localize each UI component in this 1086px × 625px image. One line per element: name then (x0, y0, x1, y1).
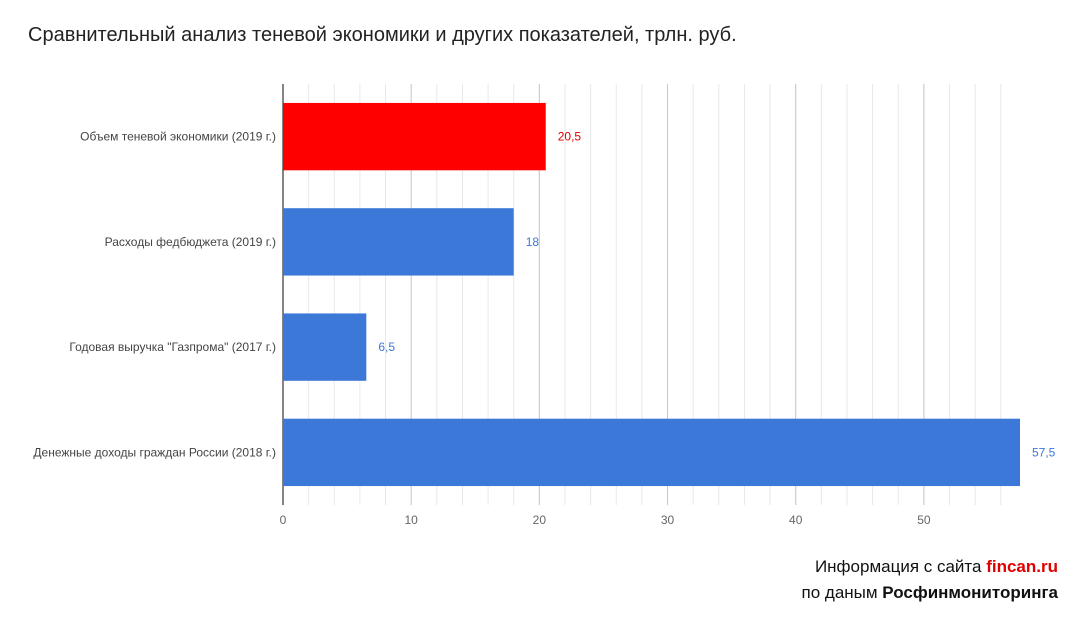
category-label: Годовая выручка "Газпрома" (2017 г.) (69, 340, 276, 354)
credit-line-1: Информация с сайта fincan.ru (815, 557, 1058, 577)
x-tick-label: 0 (280, 513, 287, 527)
value-label: 18 (526, 235, 540, 249)
x-tick-label: 40 (789, 513, 803, 527)
x-tick-label: 50 (917, 513, 931, 527)
bars (283, 102, 1020, 487)
credit-source-prefix: по даным (801, 583, 883, 602)
category-label: Объем теневой экономики (2019 г.) (80, 130, 276, 144)
category-label: Расходы федбюджета (2019 г.) (105, 235, 276, 249)
bar (283, 313, 367, 381)
credit-site: fincan.ru (986, 557, 1058, 576)
labels: 0 10 20 30 40 50 Объем теневой экономики (2019… (33, 130, 1055, 527)
x-tick-label: 10 (404, 513, 418, 527)
value-label: 20,5 (558, 130, 582, 144)
x-tick-label: 30 (661, 513, 675, 527)
chart-title: Сравнительный анализ теневой экономики и… (28, 24, 737, 46)
value-label: 6,5 (378, 340, 395, 354)
credit-line-2: по даным Росфинмониторинга (802, 583, 1058, 603)
credit-source: Росфинмониторинга (882, 583, 1058, 602)
x-tick-label: 20 (533, 513, 547, 527)
bar (283, 418, 1020, 487)
bar (283, 208, 514, 276)
category-label: Денежные доходы граждан России (2018 г.) (33, 445, 276, 459)
value-label: 57,5 (1032, 445, 1056, 459)
bar (283, 102, 546, 171)
credit-prefix: Информация с сайта (814, 557, 987, 576)
